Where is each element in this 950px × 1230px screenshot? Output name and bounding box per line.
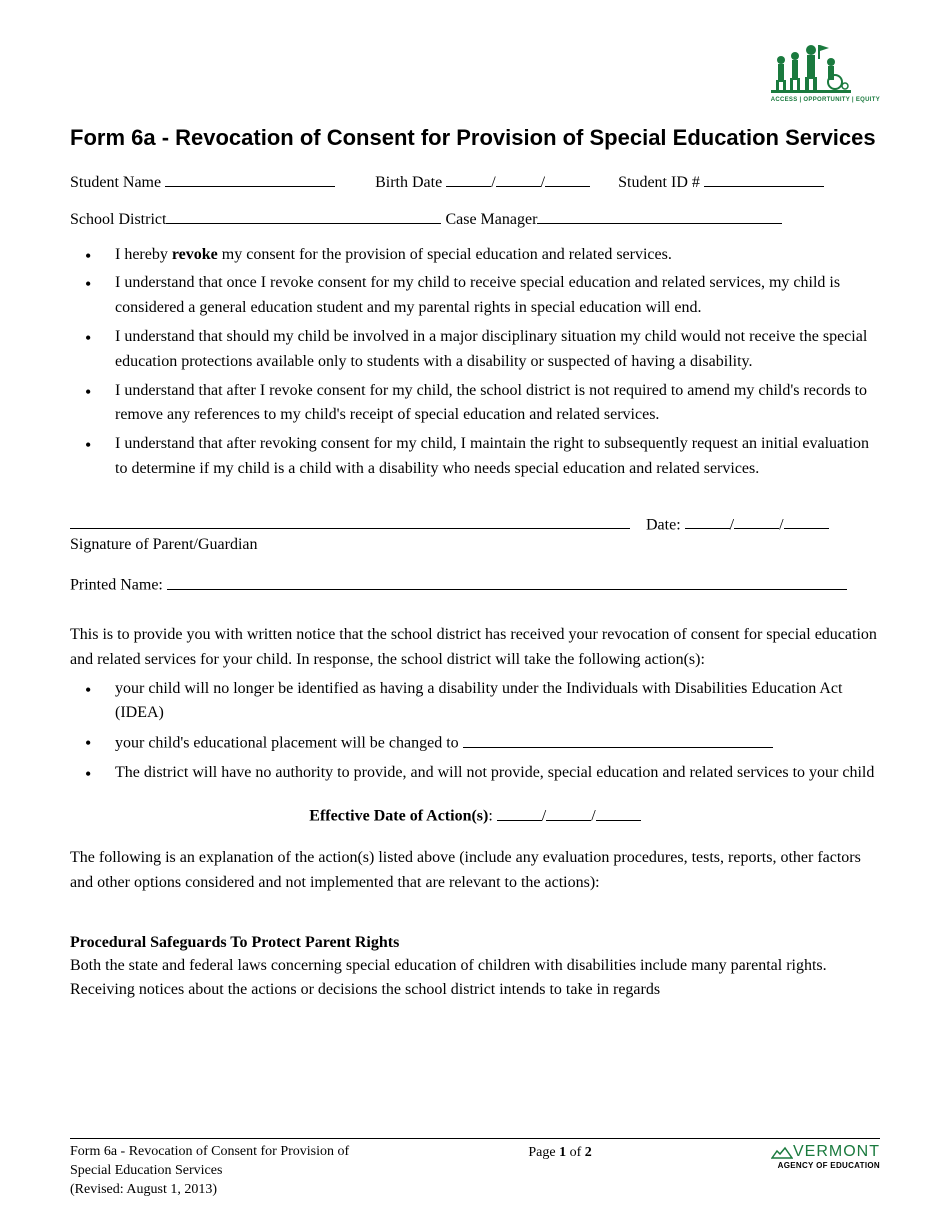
eff-year-input[interactable] — [596, 803, 641, 821]
bullet-bold: revoke — [172, 246, 218, 263]
notice-paragraph: This is to provide you with written noti… — [70, 623, 880, 673]
bullet-item: I understand that after revoking consent… — [115, 432, 880, 482]
printed-name-label: Printed Name: — [70, 577, 163, 594]
page-prefix: Page — [528, 1145, 559, 1160]
sig-day-input[interactable] — [734, 512, 779, 530]
student-info-row: Student Name Birth Date // Student ID # — [70, 169, 880, 198]
bullet-item: I hereby revoke my consent for the provi… — [115, 243, 880, 268]
footer-revised: (Revised: August 1, 2013) — [70, 1182, 217, 1197]
student-name-label: Student Name — [70, 174, 161, 191]
bullet-pre: I hereby — [115, 246, 172, 263]
bullet-item: I understand that should my child be inv… — [115, 325, 880, 375]
sig-month-input[interactable] — [685, 512, 730, 530]
district-row: School District Case Manager — [70, 206, 880, 235]
vermont-text: VERMONT — [793, 1143, 880, 1160]
birth-day-input[interactable] — [496, 169, 541, 187]
mountain-icon — [771, 1146, 793, 1160]
student-id-label: Student ID # — [618, 174, 700, 191]
safeguards-heading: Procedural Safeguards To Protect Parent … — [70, 934, 880, 952]
bullet-item: I understand that once I revoke consent … — [115, 271, 880, 321]
date-label: Date: — [646, 516, 681, 533]
printed-name-row: Printed Name: — [70, 572, 880, 595]
revoke-bullets: I hereby revoke my consent for the provi… — [70, 243, 880, 482]
bullet-item: your child's educational placement will … — [115, 730, 880, 756]
page-total: 2 — [585, 1145, 592, 1160]
school-district-input[interactable] — [166, 206, 441, 224]
eff-day-input[interactable] — [546, 803, 591, 821]
header-logo: ACCESS | OPPORTUNITY | EQUITY — [771, 40, 880, 103]
effective-date-label: Effective Date of Action(s) — [309, 808, 488, 825]
page-footer: Form 6a - Revocation of Consent for Prov… — [70, 1138, 880, 1200]
explanation-paragraph: The following is an explanation of the a… — [70, 846, 880, 896]
school-district-label: School District — [70, 211, 166, 228]
birth-year-input[interactable] — [545, 169, 590, 187]
student-id-input[interactable] — [704, 169, 824, 187]
footer-left: Form 6a - Revocation of Consent for Prov… — [70, 1143, 349, 1200]
page-of: of — [566, 1145, 585, 1160]
effective-date-row: Effective Date of Action(s): // — [70, 803, 880, 826]
sig-year-input[interactable] — [784, 512, 829, 530]
footer-title-1: Form 6a - Revocation of Consent for Prov… — [70, 1144, 349, 1159]
footer-page: Page 1 of 2 — [528, 1143, 591, 1161]
bullet-pre: your child's educational placement will … — [115, 735, 463, 752]
birth-date-label: Birth Date — [375, 174, 442, 191]
bullet-item: The district will have no authority to p… — [115, 761, 880, 786]
action-bullets: your child will no longer be identified … — [70, 677, 880, 786]
signature-input[interactable] — [70, 512, 630, 530]
logo-tagline: ACCESS | OPPORTUNITY | EQUITY — [771, 97, 880, 103]
case-manager-label: Case Manager — [445, 211, 537, 228]
student-name-input[interactable] — [165, 169, 335, 187]
birth-month-input[interactable] — [446, 169, 491, 187]
placement-input[interactable] — [463, 730, 773, 748]
case-manager-input[interactable] — [537, 206, 782, 224]
agency-text: AGENCY OF EDUCATION — [771, 1161, 880, 1170]
footer-title-2: Special Education Services — [70, 1163, 222, 1178]
printed-name-input[interactable] — [167, 572, 847, 590]
form-title: Form 6a - Revocation of Consent for Prov… — [70, 125, 880, 151]
bullet-item: your child will no longer be identified … — [115, 677, 880, 727]
signature-row: Date: // — [70, 512, 880, 535]
bullet-item: I understand that after I revoke consent… — [115, 379, 880, 429]
people-silhouette-icon — [771, 40, 851, 95]
footer-logo: VERMONT AGENCY OF EDUCATION — [771, 1143, 880, 1170]
safeguards-body: Both the state and federal laws concerni… — [70, 954, 880, 1004]
bullet-post: my consent for the provision of special … — [218, 246, 672, 263]
eff-month-input[interactable] — [497, 803, 542, 821]
signature-label: Signature of Parent/Guardian — [70, 536, 880, 554]
